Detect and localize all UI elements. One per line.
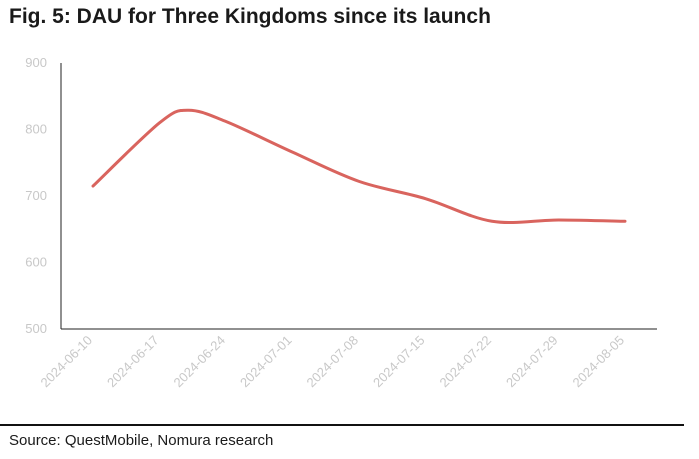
y-axis: 500 600 700 800 900 [25,55,62,336]
y-tick-label: 700 [25,188,47,203]
x-tick-label: 2024-07-01 [237,333,295,391]
data-point [557,219,560,222]
footer-divider [0,424,684,426]
y-tick-label: 500 [25,321,47,336]
chart-title: Fig. 5: DAU for Three Kingdoms since its… [9,5,491,28]
series-area [91,108,627,225]
data-point [225,120,228,123]
x-tick-label: 2024-08-05 [569,333,627,391]
y-tick-label: 900 [25,55,47,70]
series-line-0 [91,108,627,225]
x-axis: 2024-06-10 2024-06-17 2024-06-24 2024-07-01… [37,328,657,391]
data-point [358,180,361,183]
x-tick-label: 2024-07-29 [503,333,561,391]
y-tick-label: 600 [25,255,47,270]
x-tick-label: 2024-07-15 [370,333,428,391]
source-note: Source: QuestMobile, Nomura research [9,432,274,449]
data-point [92,185,95,188]
data-point [424,197,427,200]
data-point [624,220,627,223]
data-point [158,121,161,124]
y-tick-label: 800 [25,122,47,137]
x-tick-label: 2024-06-24 [170,333,228,391]
x-tick-label: 2024-06-17 [104,333,162,391]
data-point [491,220,494,223]
data-point [187,109,190,112]
data-point [291,151,294,154]
x-tick-label: 2024-07-22 [436,333,494,391]
x-tick-label: 2024-07-08 [303,333,361,391]
x-tick-label: 2024-06-10 [37,333,95,391]
